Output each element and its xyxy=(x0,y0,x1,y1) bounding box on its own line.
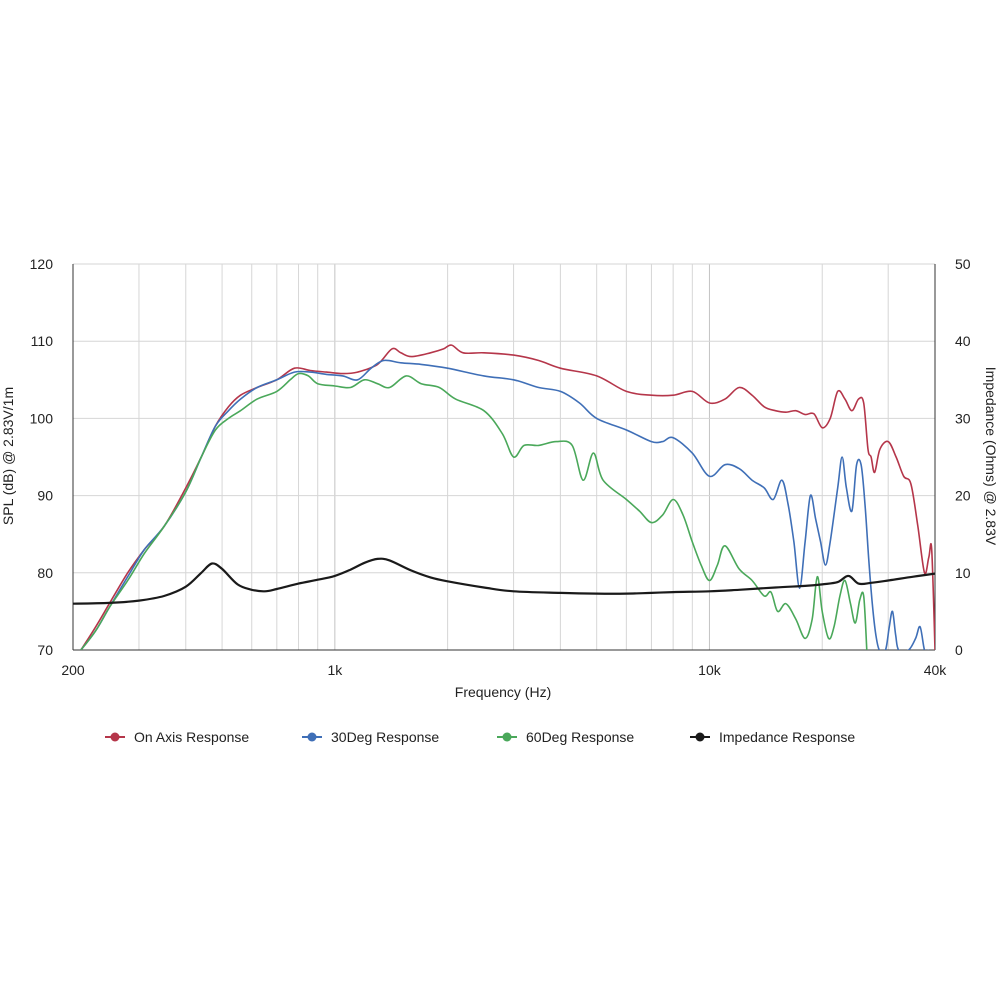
y-tick-label-1: 80 xyxy=(37,565,53,581)
y-tick-label-0: 70 xyxy=(37,642,53,658)
grid-lines xyxy=(73,263,935,651)
series-line-impedance-response xyxy=(73,557,935,605)
x-tick-label-1: 1k xyxy=(327,662,343,678)
legend-item-30deg-response: 30Deg Response xyxy=(302,729,439,745)
y2-tick-label-4: 40 xyxy=(955,333,971,349)
y2-tick-label-5: 50 xyxy=(955,256,971,272)
legend: On Axis Response 30Deg Response 60Deg Resp… xyxy=(105,729,855,745)
y-tick-label-3: 100 xyxy=(30,410,54,426)
legend-label: Impedance Response xyxy=(719,729,855,745)
legend-label: 60Deg Response xyxy=(526,729,634,745)
legend-label: On Axis Response xyxy=(134,729,249,745)
legend-item-on-axis-response: On Axis Response xyxy=(105,729,249,745)
y2-tick-label-1: 10 xyxy=(955,565,971,581)
legend-swatch-dot xyxy=(307,732,317,742)
legend-swatch-dot xyxy=(110,732,120,742)
y-tick-label-4: 110 xyxy=(31,333,54,349)
x-tick-label-3: 40k xyxy=(924,662,948,678)
axes xyxy=(72,264,936,651)
y2-tick-label-0: 0 xyxy=(955,642,963,658)
y-tick-label-2: 90 xyxy=(37,488,53,504)
legend-item-impedance-response: Impedance Response xyxy=(690,729,855,745)
legend-swatch-dot xyxy=(502,732,512,742)
y2-tick-label-2: 20 xyxy=(955,488,971,504)
legend-swatch-dot xyxy=(695,732,705,742)
x-tick-label-2: 10k xyxy=(698,662,722,678)
tick-labels: 200 1k 10k 40k 70 80 90 100 110 120 0 10 20 30 40 50 xyxy=(30,256,971,678)
legend-label: 30Deg Response xyxy=(331,729,439,745)
y2-axis-title: Impedance (Ohms) @ 2.83V xyxy=(983,367,999,546)
y-tick-label-5: 120 xyxy=(30,256,54,272)
series-line-60deg-response xyxy=(80,372,868,650)
legend-item-60deg-response: 60Deg Response xyxy=(497,729,634,745)
y2-tick-label-3: 30 xyxy=(955,410,971,426)
x-axis-title: Frequency (Hz) xyxy=(455,684,551,700)
data-series xyxy=(73,344,935,650)
x-tick-label-0: 200 xyxy=(61,662,85,678)
y-axis-title: SPL (dB) @ 2.83V/1m xyxy=(0,387,16,525)
series-line-30deg-response xyxy=(80,359,929,650)
